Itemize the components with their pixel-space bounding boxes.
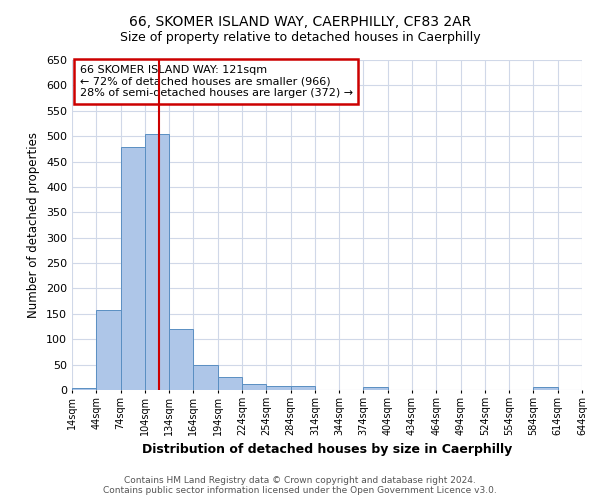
Bar (96, 310, 121, 390)
Bar (218, 378, 242, 390)
Y-axis label: Number of detached properties: Number of detached properties (28, 132, 40, 318)
Bar (242, 384, 266, 390)
X-axis label: Distribution of detached houses by size in Caerphilly: Distribution of detached houses by size … (142, 444, 512, 456)
Bar (72, 388, 96, 390)
Bar (533, 388, 558, 390)
Bar (266, 386, 290, 390)
Bar (169, 329, 193, 390)
Text: Size of property relative to detached houses in Caerphilly: Size of property relative to detached ho… (119, 31, 481, 44)
Bar (290, 386, 315, 390)
Bar (193, 364, 218, 390)
Text: 66 SKOMER ISLAND WAY: 121sqm
← 72% of detached houses are smaller (966)
28% of s: 66 SKOMER ISLAND WAY: 121sqm ← 72% of de… (80, 65, 353, 98)
Bar (121, 148, 145, 390)
Text: Contains HM Land Registry data © Crown copyright and database right 2024.
Contai: Contains HM Land Registry data © Crown c… (103, 476, 497, 495)
Text: 66, SKOMER ISLAND WAY, CAERPHILLY, CF83 2AR: 66, SKOMER ISLAND WAY, CAERPHILLY, CF83 … (129, 16, 471, 30)
Bar (145, 134, 169, 390)
Bar (364, 388, 388, 390)
